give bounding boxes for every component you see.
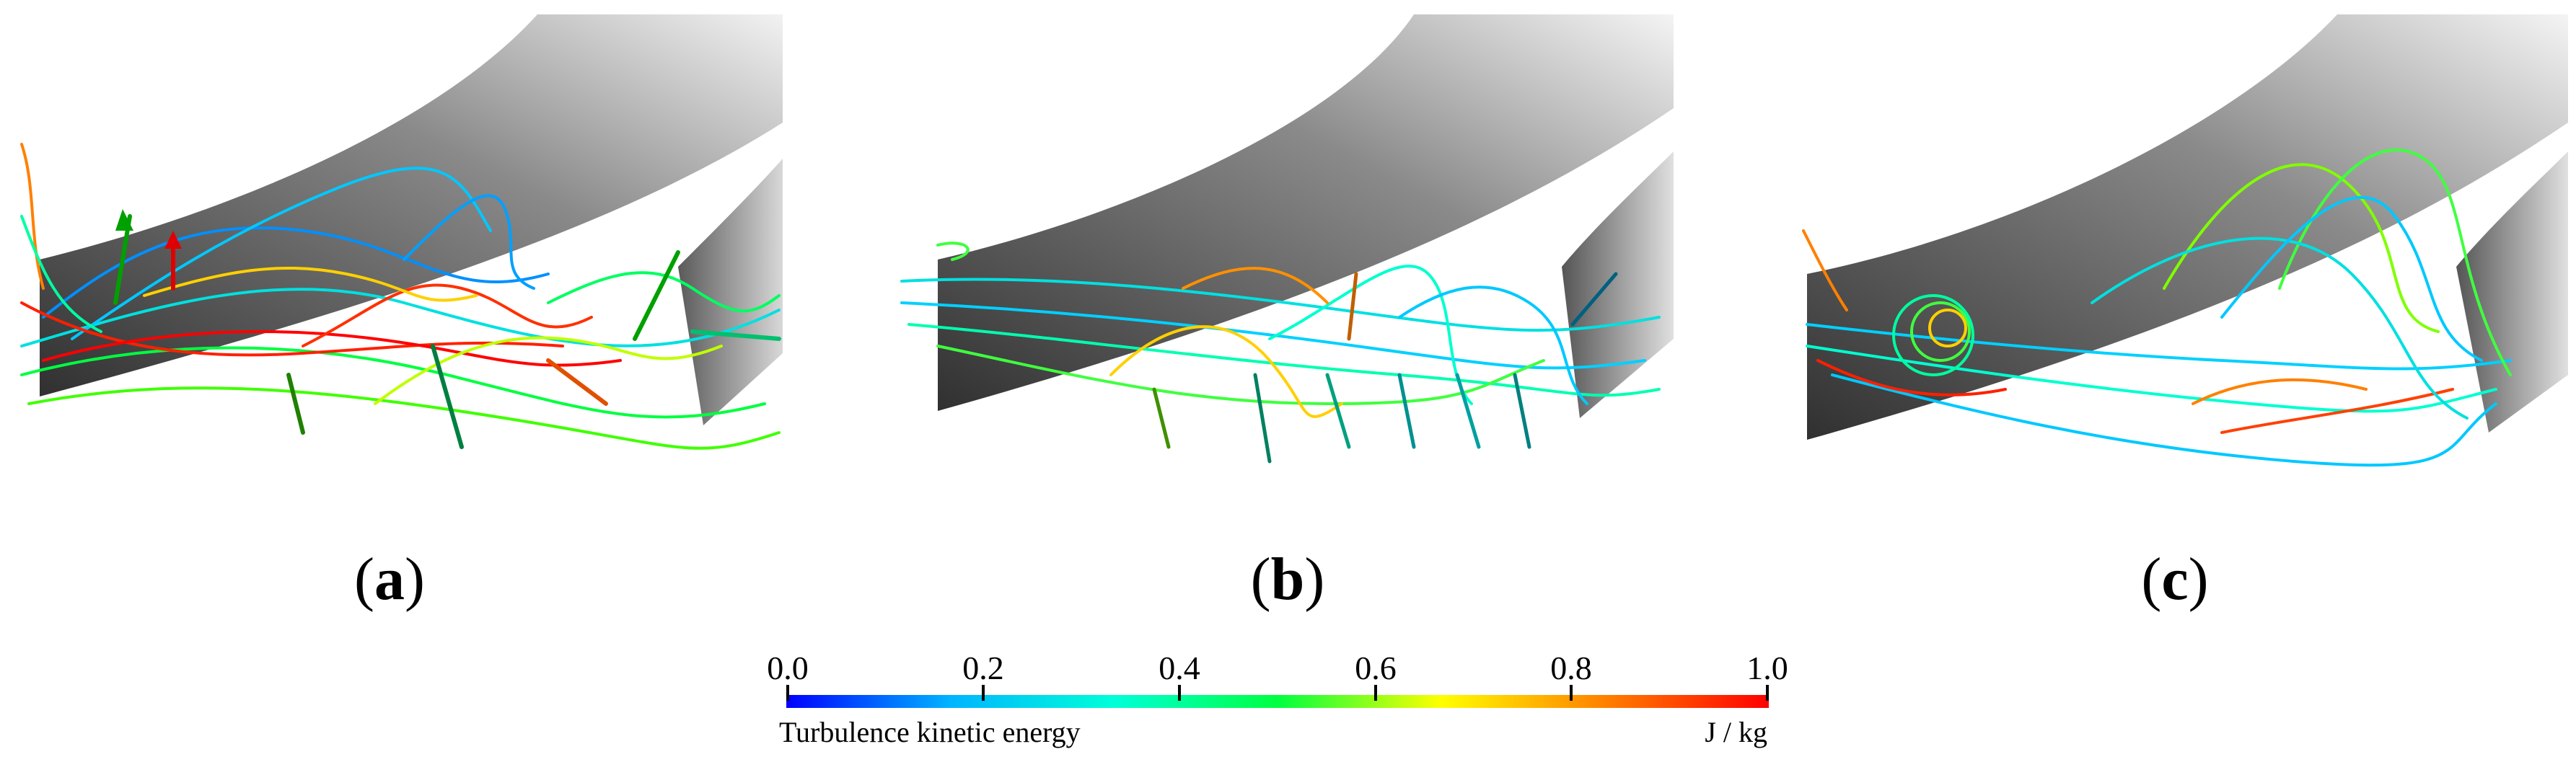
blade-surface <box>40 14 783 396</box>
colorbar-tick <box>1766 685 1769 701</box>
colorbar-unit: J / kg <box>1705 716 1767 748</box>
panel-a: (a) <box>0 0 794 613</box>
blade-surface <box>1807 14 2568 440</box>
colorbar-tick-label: 0.4 <box>1159 650 1200 686</box>
colorbar-tick <box>1178 685 1181 701</box>
panel-c: (c) <box>1789 0 2576 613</box>
colorbar-tick-label: 0.8 <box>1550 650 1592 686</box>
panel-label-c: (c) <box>2141 546 2209 613</box>
blade-surface <box>938 14 1674 411</box>
panel-label-b: (b) <box>1250 546 1325 613</box>
colorbar-tick-label: 0.6 <box>1355 650 1397 686</box>
colorbar-tick-label: 0.2 <box>962 650 1004 686</box>
colorbar-tick <box>982 685 985 701</box>
blade-edge <box>2456 151 2568 433</box>
colorbar-title: Turbulence kinetic energy <box>779 716 1081 748</box>
panel-b: (b) <box>894 0 1702 613</box>
panel-a-image <box>20 14 783 450</box>
panel-c-image <box>1802 14 2568 467</box>
blade-edge <box>1562 151 1674 418</box>
panel-label-a: (a) <box>354 546 425 613</box>
blade-edge <box>678 159 783 425</box>
colorbar-tick-label: 1.0 <box>1746 650 1788 686</box>
colorbar-tick <box>1374 685 1377 701</box>
colorbar: 0.0 0.2 0.4 0.6 0.8 1.0 Turbulence kinet… <box>767 649 1788 757</box>
colorbar-tick <box>1570 685 1573 701</box>
colorbar-tick <box>786 685 789 701</box>
panel-b-image <box>900 14 1674 464</box>
colorbar-gradient <box>786 695 1769 708</box>
colorbar-tick-label: 0.0 <box>767 650 809 686</box>
